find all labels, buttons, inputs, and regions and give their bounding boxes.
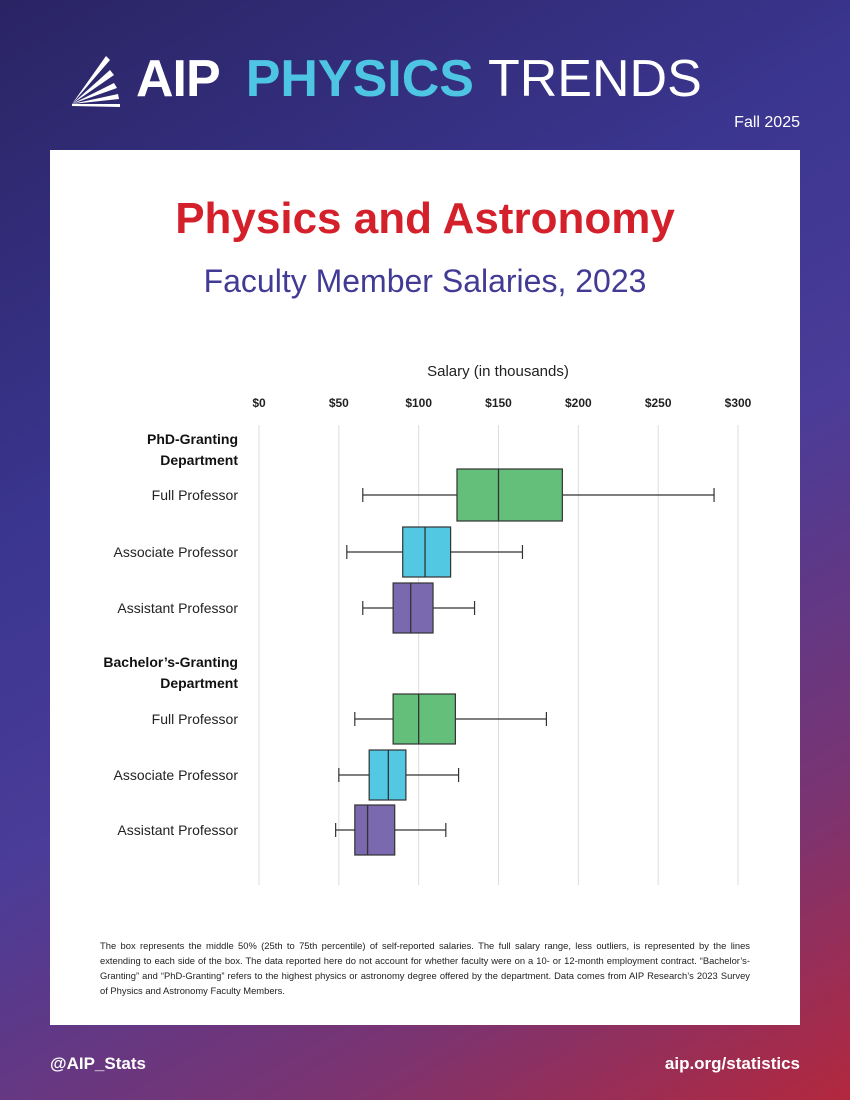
series-trends: TRENDS bbox=[487, 50, 702, 108]
header-logo: AIP PHYSICS TRENDS bbox=[68, 44, 702, 114]
tick-label: $100 bbox=[405, 396, 432, 410]
iqr-box bbox=[354, 804, 396, 856]
row-label: Associate Professor bbox=[114, 767, 239, 783]
chart-subtitle: Faculty Member Salaries, 2023 bbox=[203, 263, 647, 299]
footnote: The box represents the middle 50% (25th … bbox=[100, 940, 750, 996]
tick-label: $300 bbox=[725, 396, 752, 410]
brand-name: AIP bbox=[136, 50, 221, 108]
series-physics: PHYSICS bbox=[245, 50, 474, 108]
tick-label: $0 bbox=[252, 396, 266, 410]
iqr-box bbox=[392, 693, 456, 745]
iqr-box bbox=[392, 582, 434, 634]
aip-sunburst-icon bbox=[72, 56, 120, 107]
group-label: Department bbox=[160, 675, 238, 691]
row-label: Full Professor bbox=[152, 487, 239, 503]
x-axis-label: Salary (in thousands) bbox=[427, 363, 569, 380]
group-label: Bachelor’s-Granting bbox=[103, 654, 238, 670]
tick-label: $200 bbox=[565, 396, 592, 410]
group-label: PhD-Granting bbox=[147, 431, 238, 447]
tick-label: $250 bbox=[645, 396, 672, 410]
row-label: Assistant Professor bbox=[117, 600, 238, 616]
tick-label: $150 bbox=[485, 396, 512, 410]
group-label: Department bbox=[160, 452, 238, 468]
tick-label: $50 bbox=[329, 396, 349, 410]
social-handle[interactable]: @AIP_Stats bbox=[50, 1054, 146, 1073]
chart-title: Physics and Astronomy bbox=[175, 194, 675, 243]
row-label: Full Professor bbox=[152, 711, 239, 727]
iqr-box bbox=[402, 526, 452, 578]
edition: Fall 2025 bbox=[734, 114, 800, 131]
row-label: Associate Professor bbox=[114, 544, 239, 560]
iqr-box bbox=[368, 749, 407, 801]
website-link[interactable]: aip.org/statistics bbox=[664, 1054, 800, 1073]
row-label: Assistant Professor bbox=[117, 822, 238, 838]
iqr-box bbox=[456, 468, 563, 522]
